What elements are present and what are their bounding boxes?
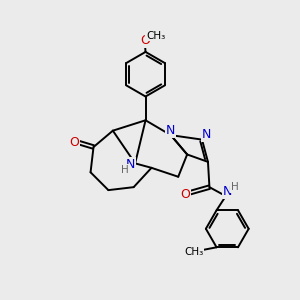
Text: O: O: [180, 188, 190, 201]
Text: H: H: [231, 182, 239, 192]
Text: N: N: [223, 185, 232, 198]
Text: CH₃: CH₃: [184, 247, 203, 257]
Text: CH₃: CH₃: [146, 31, 166, 40]
Text: O: O: [69, 136, 79, 149]
Text: N: N: [202, 128, 211, 141]
Text: N: N: [126, 158, 135, 171]
Text: O: O: [140, 34, 150, 47]
Text: H: H: [121, 165, 129, 175]
Text: N: N: [166, 124, 176, 136]
